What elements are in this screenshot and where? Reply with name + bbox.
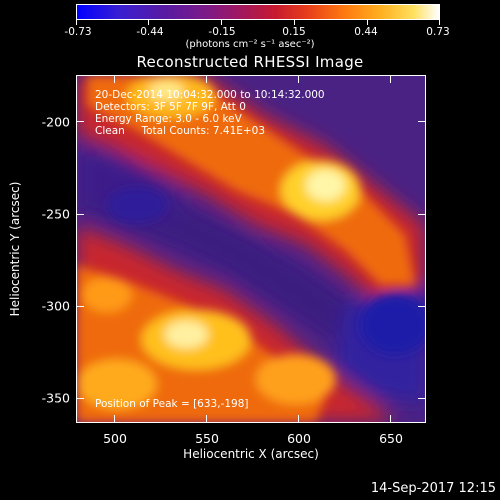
x-tick-mark <box>114 75 115 83</box>
colorbar-label: 0.44 <box>354 26 378 38</box>
emission-map <box>77 76 425 422</box>
x-axis-label: Heliocentric X (arcsec) <box>183 447 319 461</box>
colorbar-label: 0.15 <box>282 26 306 38</box>
colorbar-label: -0.73 <box>64 26 92 38</box>
x-tick-mark <box>206 415 207 423</box>
x-tick-mark <box>206 75 207 83</box>
colorbar-tick <box>367 20 368 25</box>
colorbar-tick <box>76 20 77 25</box>
y-axis-label: Heliocentric Y (arcsec) <box>8 181 22 317</box>
rhessi-image: 20-Dec-2014 10:04:32.000 to 10:14:32.000… <box>76 75 426 423</box>
y-tick-mark <box>418 214 426 215</box>
y-tick-mark <box>418 121 426 122</box>
colorbar-label: -0.44 <box>136 26 164 38</box>
y-tick-label: -350 <box>41 390 70 406</box>
colorbar-tick <box>221 20 222 25</box>
colorbar-tick <box>439 20 440 25</box>
y-tick-mark <box>76 214 84 215</box>
y-tick-mark <box>76 306 84 307</box>
timestamp: 14-Sep-2017 12:15 <box>370 481 496 496</box>
y-tick-label: -200 <box>41 114 70 130</box>
x-tick-mark <box>298 415 299 423</box>
x-tick-mark <box>114 415 115 423</box>
y-tick-label: -250 <box>41 206 70 222</box>
y-tick-mark <box>76 398 84 399</box>
x-tick-label: 500 <box>103 431 127 446</box>
y-tick-label: -300 <box>41 298 70 314</box>
colorbar-label: -0.15 <box>208 26 236 38</box>
colorbar-tick <box>294 20 295 25</box>
colorbar-units: (photons cm⁻² s⁻¹ asec⁻²) <box>185 39 315 50</box>
x-tick-label: 600 <box>287 431 311 446</box>
y-tick-mark <box>418 306 426 307</box>
energy-range-label: Energy Range: 3.0 - 6.0 keV <box>95 113 242 125</box>
x-tick-mark <box>390 75 391 83</box>
colorbar <box>76 4 440 20</box>
image-title: Reconstructed RHESSI Image <box>136 53 364 71</box>
x-tick-mark <box>298 75 299 83</box>
time-range-label: 20-Dec-2014 10:04:32.000 to 10:14:32.000 <box>95 89 325 101</box>
y-tick-mark <box>76 121 84 122</box>
y-tick-mark <box>418 398 426 399</box>
x-tick-mark <box>390 415 391 423</box>
x-tick-label: 550 <box>195 431 219 446</box>
colorbar-tick <box>148 20 149 25</box>
x-tick-label: 650 <box>379 431 403 446</box>
detectors-label: Detectors: 3F 5F 7F 9F, Att 0 <box>95 101 246 113</box>
colorbar-label: 0.73 <box>426 26 450 38</box>
clean-counts-label: Clean Total Counts: 7.41E+03 <box>95 125 266 137</box>
peak-position-label: Position of Peak = [633,-198] <box>95 398 249 410</box>
